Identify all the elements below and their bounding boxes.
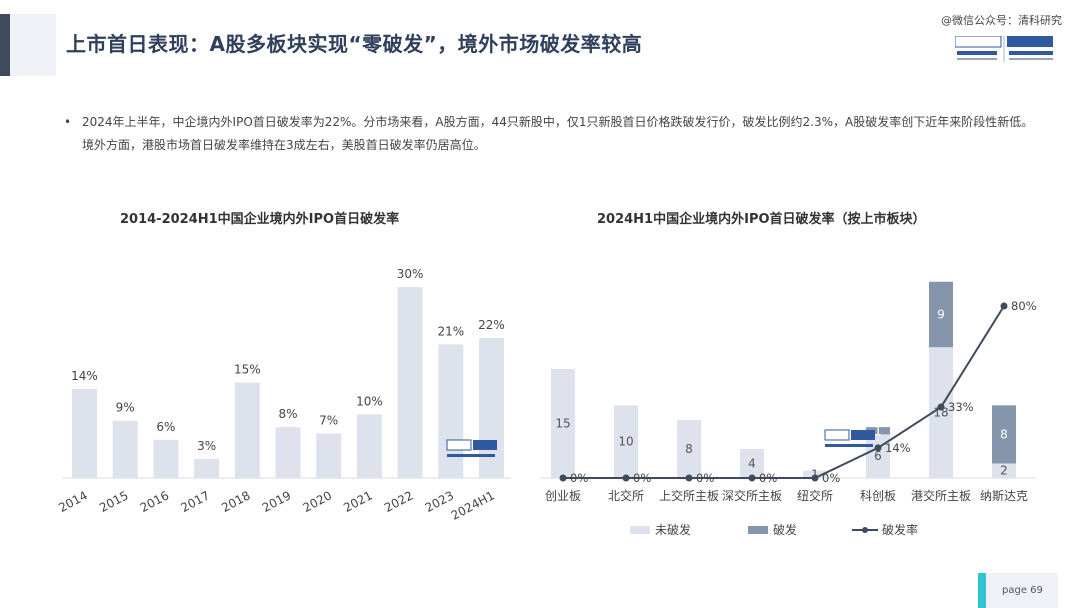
chart2-rate-point [811,474,819,482]
chart1-value-label: 8% [278,407,297,421]
chart2-rate-label: 0% [759,471,777,485]
chart2-logo-mark [851,430,875,440]
legend-broken-swatch [748,526,768,534]
page-title: 上市首日表现：A股多板块实现“零破发”，境外市场破发率较高 [66,32,643,56]
chart2-tick-label: 深交所主板 [722,488,782,503]
chart1-logo-mark [446,439,472,451]
chart1-logo-mark [447,454,495,457]
chart2-bar-broken-港交所主板 [929,281,953,348]
chart1-bar-2019 [275,427,301,478]
chart1-value-label: 10% [356,394,383,408]
chart2-rate-point [1000,302,1008,310]
chart2-rate-label: 0% [696,471,714,485]
chart2-rate-point [685,474,693,482]
chart2-rate-point [622,474,630,482]
chart1-bar-2014 [72,388,97,478]
chart1-value-label: 15% [234,363,261,377]
summary-bullet: • 2024年上半年，中企境内外IPO首日破发率为22%。分市场来看，A股方面，… [64,111,1039,157]
chart2-rate-label: 33% [948,400,974,414]
zero2ipo-logo [955,36,1053,62]
chart1-bar-2017 [194,458,220,478]
chart2-tick-label: 纽交所 [797,488,833,503]
chart1-bar-2018 [234,382,260,478]
legend-unbroken-label: 未破发 [655,522,691,537]
chart2-rate-point [559,474,567,482]
chart2-title: 2024H1中国企业境内外IPO首日破发率（按上市板块） [597,212,926,227]
chart2-rate-point [937,403,945,411]
watermark: @微信公众号：清科研究 [941,14,1062,27]
chart2-bar-broken-科创板 [866,427,890,435]
chart2-rate-label: 0% [822,471,840,485]
chart1-bar-2015 [112,420,138,478]
chart2-unbroken-label: 4 [748,456,756,470]
chart2-tick-label: 科创板 [860,489,896,503]
chart2-rate-point [748,474,756,482]
chart2-rate-label: 14% [885,441,911,455]
chart2-tick-label: 港交所主板 [911,488,971,503]
chart2-bar-unbroken-北交所 [614,405,638,478]
chart2-rate-label: 0% [633,471,651,485]
chart1-value-label: 21% [437,324,464,338]
chart1-value-label: 9% [116,401,135,415]
chart2-bar-unbroken-创业板 [551,369,575,478]
chart2-bar-unbroken-上交所主板 [677,419,701,478]
chart1-logo-mark [473,440,497,450]
chart1-bar-2020 [316,433,342,478]
chart1-value-label: 6% [156,420,175,434]
chart2-rate-label: 0% [570,471,588,485]
page-box [986,573,1058,608]
chart2-broken-label: 8 [1000,427,1008,441]
title-accent-block [10,14,56,76]
chart2-unbroken-label: 10 [618,435,633,449]
page-tab-accent [978,573,986,608]
legend-broken-label: 破发 [773,522,797,537]
chart1-title: 2014-2024H1中国企业境内外IPO首日破发率 [120,212,400,227]
legend-unbroken-swatch [630,526,650,534]
chart2-logo-mark [825,444,873,447]
chart2-rate-line [563,305,1005,479]
chart1-value-label: 14% [71,369,98,383]
chart2-unbroken-label: 2 [1000,464,1008,478]
chart1-value-label: 3% [197,439,216,453]
chart2-tick-label: 北交所 [608,488,644,503]
chart2-unbroken-label: 15 [555,417,570,431]
summary-text: 2024年上半年，中企境内外IPO首日破发率为22%。分市场来看，A股方面，44… [82,115,1034,152]
legend-rate-label: 破发率 [882,522,918,537]
chart2-logo-mark [824,429,850,441]
chart2-bar-unbroken-深交所主板 [740,448,764,478]
chart2-bar-broken-纳斯达克 [992,405,1016,464]
chart2-unbroken-label: 6 [874,449,882,463]
title-accent-bar [0,14,10,76]
legend-rate-marker [862,527,868,533]
chart1-value-label: 30% [397,267,424,281]
chart2-rate-label: 80% [1011,299,1037,313]
chart1-bar-2021 [356,414,382,478]
chart2-bar-unbroken-纽交所 [803,470,827,478]
chart1-bar-2022 [397,287,423,478]
chart2-unbroken-label: 1 [811,467,819,481]
chart2-broken-label: 9 [937,308,945,322]
chart2-tick-label: 纳斯达克 [980,489,1028,503]
chart1-value-label: 22% [478,318,505,332]
chart2-tick-label: 创业板 [545,489,581,503]
chart2-tick-label: 上交所主板 [659,488,719,503]
chart2-unbroken-label: 8 [685,442,693,456]
chart1-bar-2016 [153,439,179,478]
chart2-rate-point [874,444,882,452]
chart1-value-label: 7% [319,413,338,427]
chart2-bar-unbroken-纳斯达克 [992,463,1016,478]
page-number: page 69 [1002,585,1043,596]
chart2-broken-label: 1 [874,424,882,438]
bullet-dot-icon: • [64,115,72,129]
